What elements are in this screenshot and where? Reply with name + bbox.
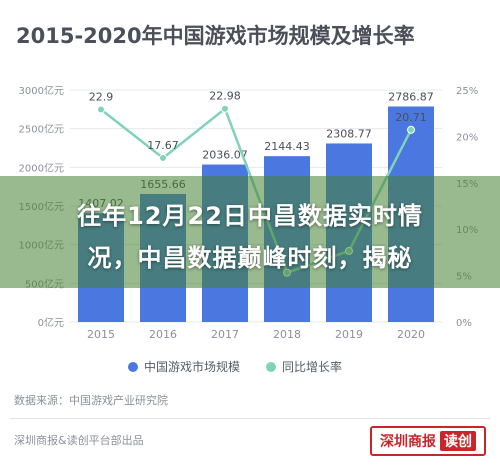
growth-value-label: 22.9 — [89, 90, 114, 103]
brand-logo-text: 深圳商报 — [380, 434, 436, 450]
chart-legend: 中国游戏市场规模 同比增长率 — [128, 358, 342, 375]
y-right-tick-label: 0% — [456, 318, 472, 329]
legend-item-line: 同比增长率 — [266, 358, 342, 375]
headline-overlay: 往年12月22日中昌数据实时情 况，中昌数据巅峰时刻，揭秘 — [0, 176, 500, 288]
x-tick-label: 2016 — [149, 328, 177, 341]
data-source: 数据来源：中国游戏产业研究院 — [14, 394, 168, 407]
y-left-tick-label: 0亿元 — [38, 316, 64, 329]
bar-value-label: 2144.43 — [264, 140, 310, 153]
legend-line-label: 同比增长率 — [282, 360, 343, 374]
x-tick-label: 2020 — [397, 328, 425, 341]
bar-value-label: 2308.77 — [326, 127, 372, 140]
growth-value-label: 20.71 — [395, 111, 427, 124]
headline-line-2: 况，中昌数据巅峰时刻，揭秘 — [87, 244, 413, 272]
x-tick-label: 2019 — [335, 328, 363, 341]
y-left-tick-label: 2000亿元 — [19, 161, 64, 174]
headline-line-1: 往年12月22日中昌数据实时情 — [77, 202, 423, 230]
growth-value-label: 22.98 — [209, 90, 241, 103]
legend-bar-label: 中国游戏市场规模 — [144, 360, 241, 374]
chart-title: 2015-2020年中国游戏市场规模及增长率 — [16, 24, 415, 48]
growth-point — [407, 125, 415, 134]
x-tick-label: 2017 — [211, 328, 239, 341]
x-tick-label: 2015 — [87, 328, 115, 341]
x-tick-label: 2018 — [273, 328, 301, 341]
growth-point — [97, 105, 105, 114]
footer-credit: 深圳商报&读创平台部出品 — [14, 434, 144, 447]
bar-value-label: 2786.87 — [388, 90, 434, 103]
legend-item-bar: 中国游戏市场规模 — [128, 358, 240, 375]
growth-point — [159, 154, 167, 163]
growth-point — [221, 104, 229, 113]
brand-logo-stamp: 读创 — [440, 431, 476, 451]
y-right-tick-label: 20% — [456, 132, 478, 143]
footer-divider — [10, 418, 490, 419]
bar-value-label: 2036.07 — [202, 149, 248, 162]
y-right-tick-label: 25% — [456, 86, 478, 97]
brand-logo: 深圳商报 读创 — [370, 426, 486, 456]
y-left-tick-label: 2500亿元 — [19, 123, 64, 136]
growth-value-label: 17.67 — [147, 139, 179, 152]
y-left-tick-label: 3000亿元 — [19, 84, 64, 97]
legend-line-swatch-icon — [266, 361, 277, 372]
legend-bar-swatch-icon — [128, 361, 138, 372]
